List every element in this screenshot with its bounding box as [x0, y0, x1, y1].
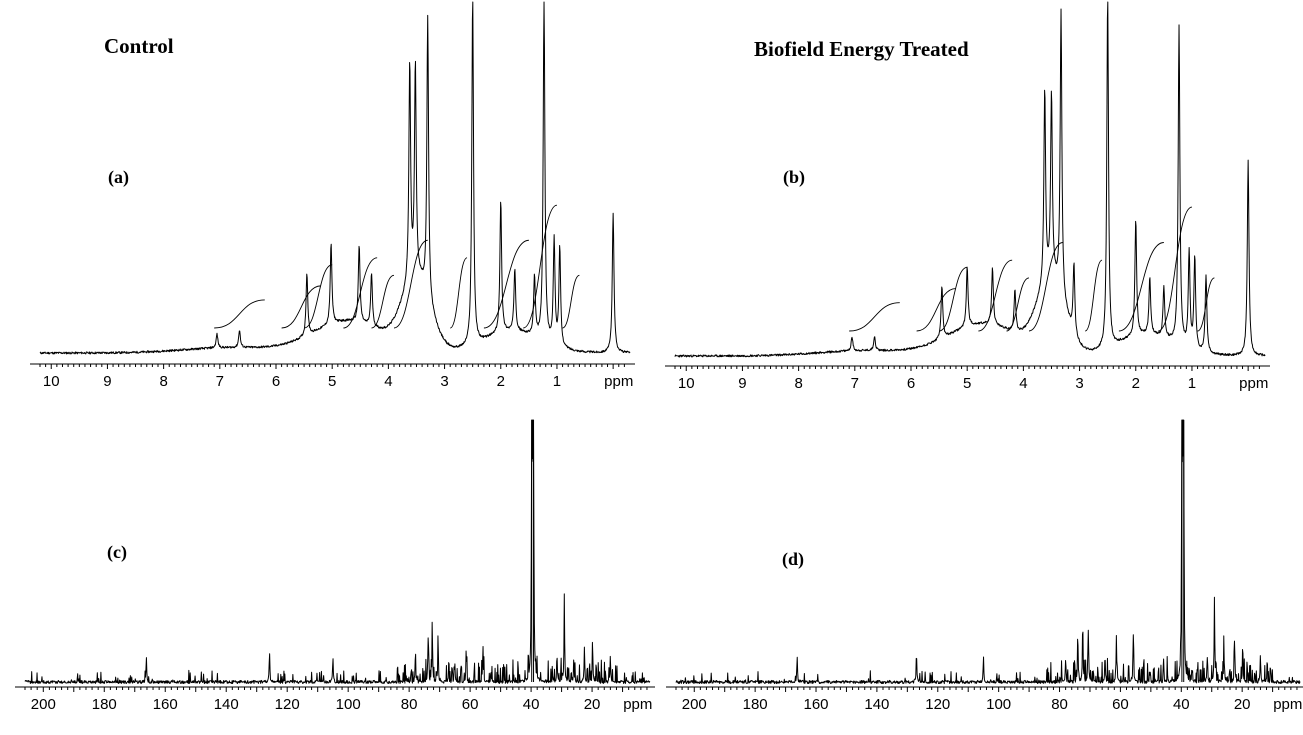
tick-label: 4: [384, 373, 392, 390]
tick-label: 5: [328, 373, 336, 390]
panel-a-1h-control: (a) 10 9 8 7 6 5 4 3 2 1 ppm: [30, 1, 635, 390]
tick-label: 9: [738, 375, 746, 392]
tick-label: 60: [462, 696, 479, 713]
tick-label: 80: [401, 696, 418, 713]
integral-curve: [1118, 242, 1164, 332]
tick-label: 8: [794, 375, 802, 392]
integral-curve: [343, 257, 378, 329]
integral-curve: [281, 285, 321, 329]
panel-d-13c-treated: (d) 200 180 160 140 120 100 80 60 40 20 ppm: [666, 419, 1303, 713]
tick-label: 2: [1132, 375, 1140, 392]
axis-unit-label: ppm: [1273, 696, 1302, 713]
tick-label: 200: [682, 696, 707, 713]
tick-label: 4: [1019, 375, 1027, 392]
treated-heading: Biofield Energy Treated: [754, 37, 969, 61]
tick-label: 2: [497, 373, 505, 390]
tick-label: 10: [678, 375, 695, 392]
axis-unit-label: ppm: [623, 696, 652, 713]
spectrum-trace: [675, 419, 1301, 685]
tick-label: 200: [31, 696, 56, 713]
integral-curve: [371, 274, 395, 329]
tick-label: 3: [1075, 375, 1083, 392]
tick-label: 100: [986, 696, 1011, 713]
integral-curve: [1084, 259, 1103, 332]
tick-label: 120: [925, 696, 950, 713]
tick-label: 160: [153, 696, 178, 713]
integral-curve: [916, 288, 956, 332]
tick-label: 1: [553, 373, 561, 390]
tick-label: 80: [1051, 696, 1068, 713]
tick-label: 140: [864, 696, 889, 713]
spectrum-trace: [39, 1, 631, 355]
tick-label: 160: [804, 696, 829, 713]
tick-label: 180: [92, 696, 117, 713]
tick-label: 20: [1234, 696, 1251, 713]
panel-c-13c-control: (c) 200 180 160 140 120 100 80 60 40 20 ppm: [15, 419, 655, 713]
tick-label: 60: [1112, 696, 1129, 713]
integral-curve: [523, 204, 558, 329]
panel-label: (b): [783, 167, 805, 188]
integral-curve: [1158, 206, 1193, 332]
tick-label: 140: [214, 696, 239, 713]
axis-unit-label: ppm: [1239, 375, 1268, 392]
tick-label: 6: [907, 375, 915, 392]
tick-label: 120: [275, 696, 300, 713]
tick-label: 7: [851, 375, 859, 392]
tick-label: 5: [963, 375, 971, 392]
integral-curve: [1006, 277, 1030, 332]
panel-label: (a): [108, 167, 129, 188]
tick-label: 40: [523, 696, 540, 713]
integral-curve: [562, 274, 580, 329]
integral-curve: [483, 239, 529, 329]
spectrum-trace: [24, 419, 651, 685]
integral-curve: [214, 299, 265, 329]
integral-curve: [1028, 242, 1063, 332]
tick-label: 100: [336, 696, 361, 713]
tick-label: 180: [743, 696, 768, 713]
panel-label: (c): [107, 542, 127, 563]
tick-label: 1: [1188, 375, 1196, 392]
tick-label: 3: [440, 373, 448, 390]
control-heading: Control: [104, 34, 174, 58]
tick-label: 7: [216, 373, 224, 390]
tick-label: 40: [1173, 696, 1190, 713]
integral-curve: [303, 264, 333, 329]
axis-unit-label: ppm: [604, 373, 633, 390]
integral-curve: [449, 257, 468, 329]
tick-label: 8: [159, 373, 167, 390]
tick-label: 9: [103, 373, 111, 390]
integral-curve: [978, 259, 1013, 332]
integral-curve: [849, 302, 900, 332]
spectrum-trace: [674, 1, 1266, 358]
panel-b-1h-treated: (b) 10 9 8 7 6 5 4 3 2 1 ppm: [665, 1, 1270, 392]
integral-curve: [393, 239, 428, 329]
panel-label: (d): [782, 549, 804, 570]
tick-label: 6: [272, 373, 280, 390]
tick-label: 10: [43, 373, 60, 390]
tick-label: 20: [584, 696, 601, 713]
integral-curve: [1197, 277, 1215, 332]
integral-curve: [938, 266, 968, 332]
